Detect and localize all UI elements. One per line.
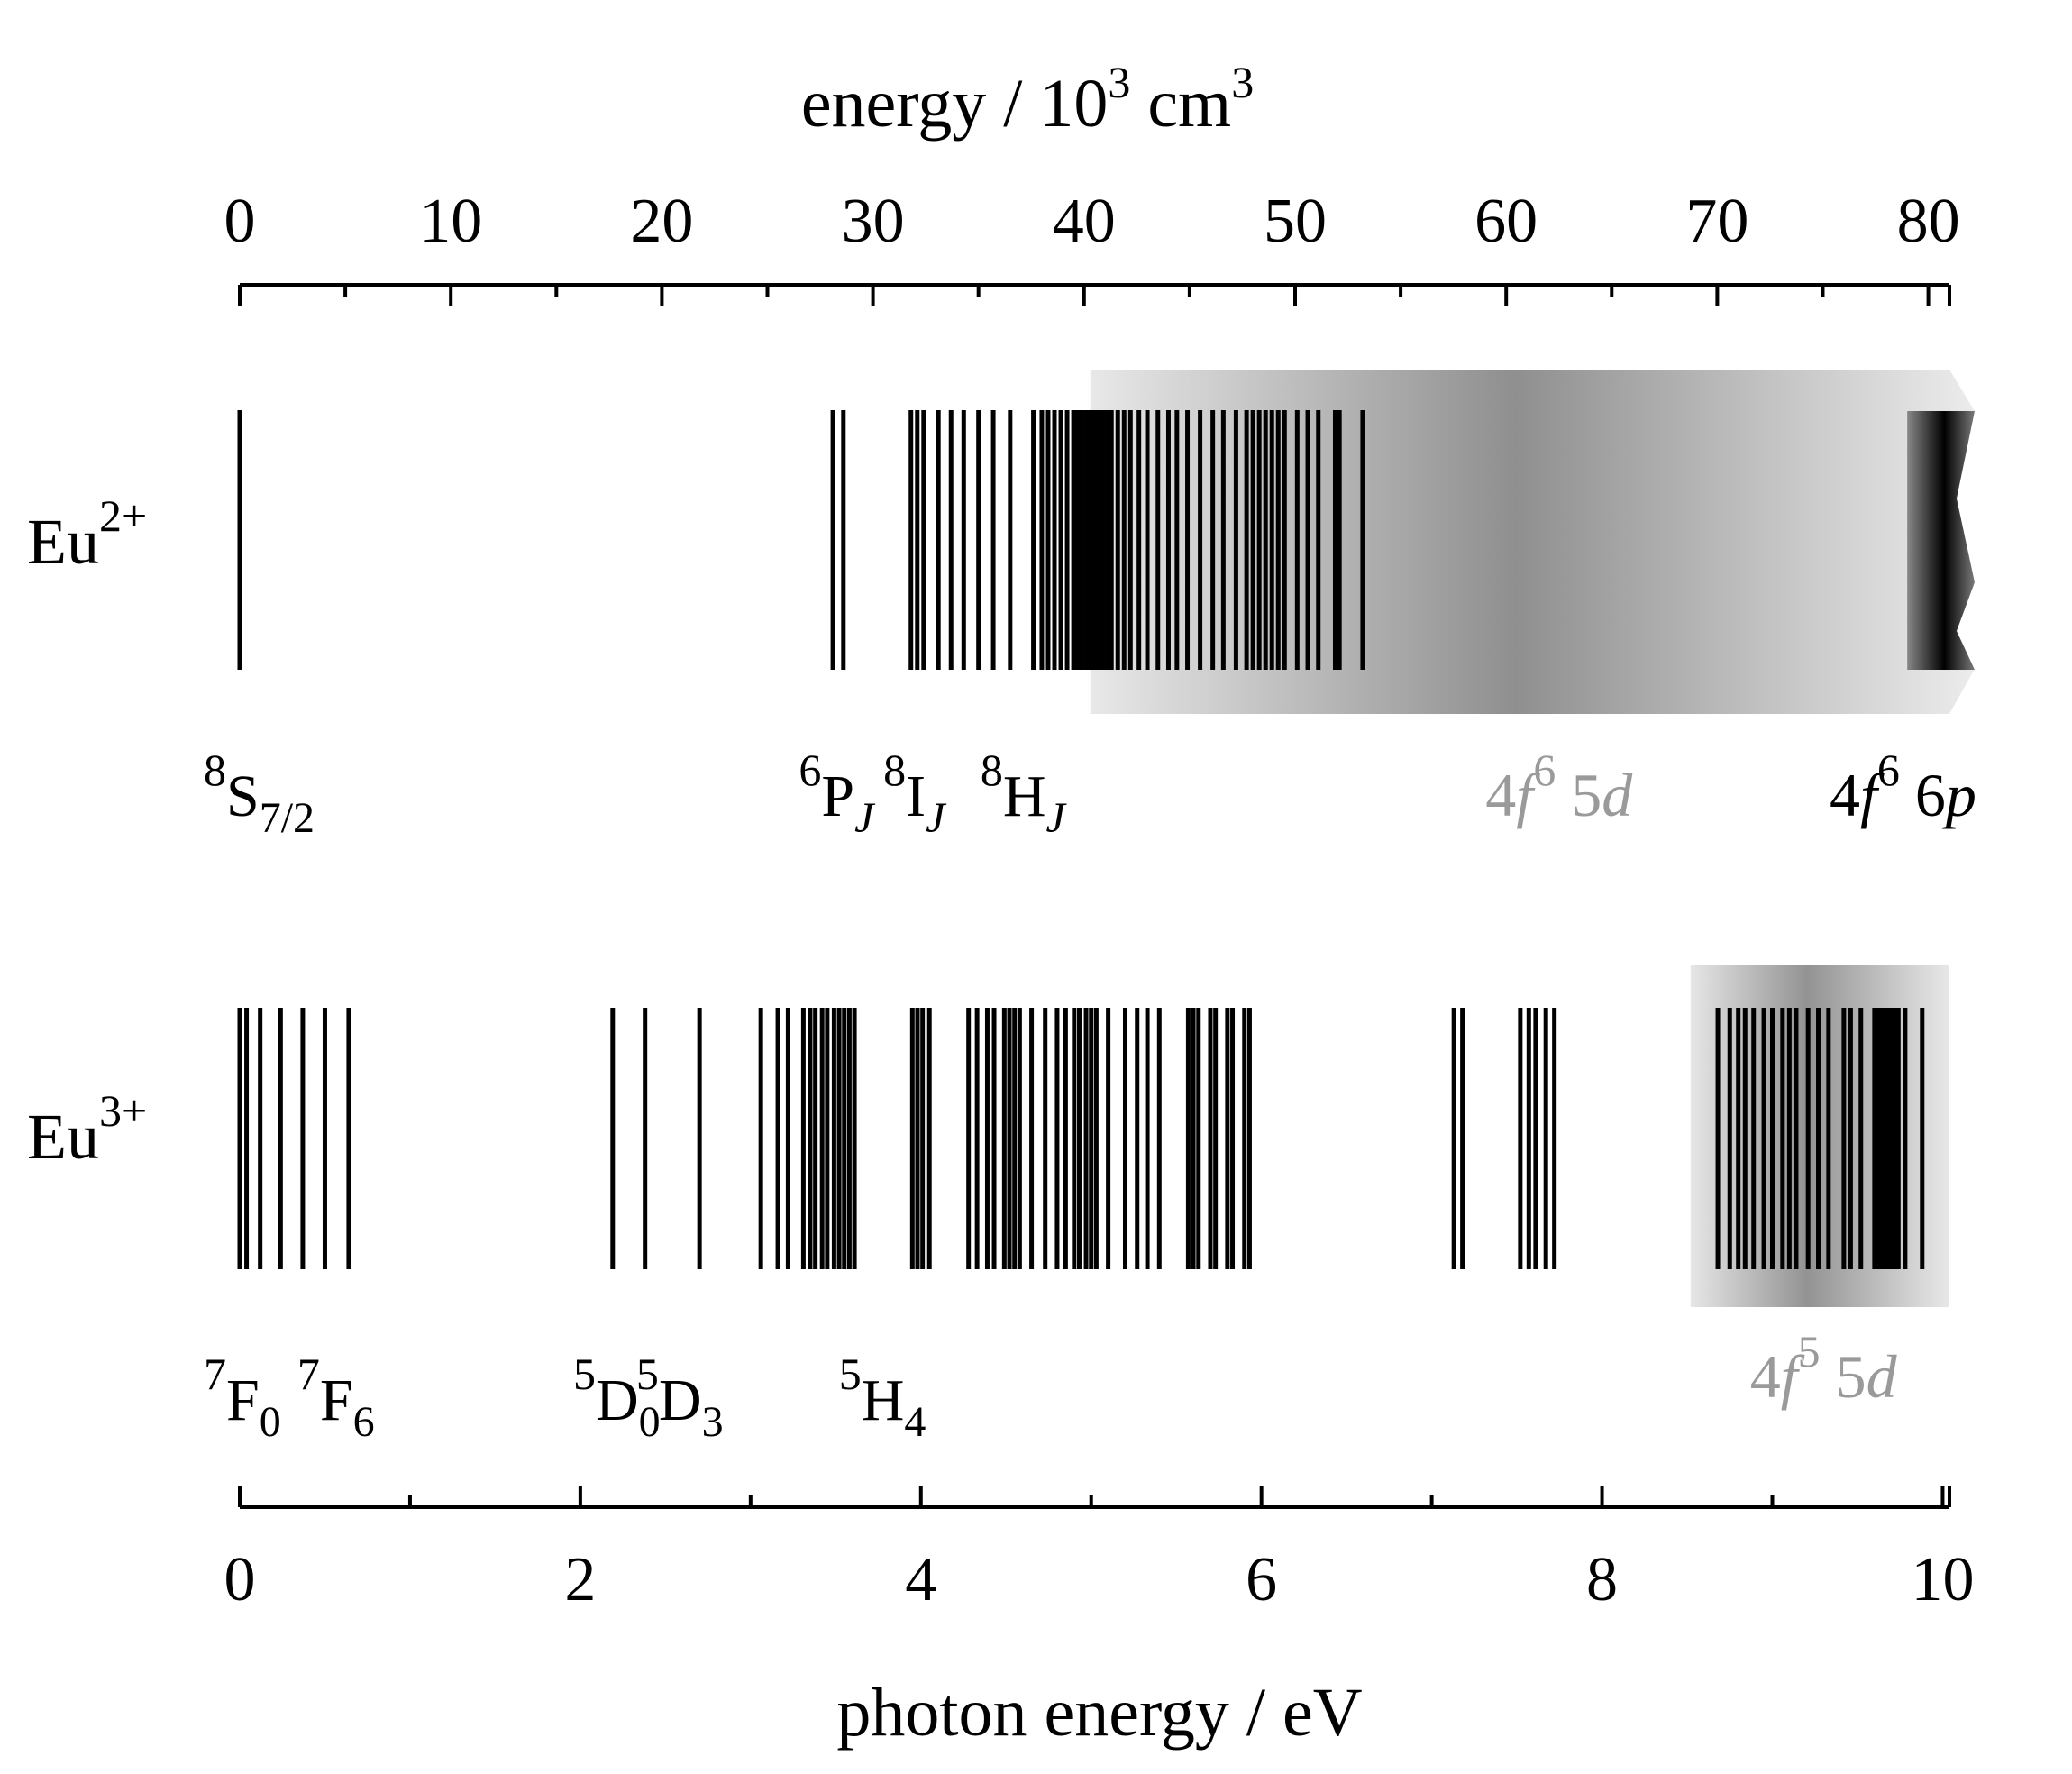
- term-multiplicity: 6: [799, 745, 821, 795]
- top-axis-tick-label: 80: [1897, 187, 1960, 256]
- term-subscript: 0: [639, 1398, 661, 1446]
- term-symbol: I: [906, 764, 926, 829]
- top-axis-tick-label: 0: [224, 187, 256, 256]
- bottom-axis-tick-label: 6: [1246, 1545, 1277, 1614]
- config-part: 5: [1821, 1342, 1867, 1411]
- bottom-ev-axis: 0 2 4 6 8 10 photon energy / eV: [224, 1486, 1974, 1751]
- top-axis-tick-label: 10: [419, 187, 482, 256]
- term-subscript: 6: [353, 1398, 375, 1446]
- term-subscript: 4: [904, 1398, 926, 1446]
- config-part: 4: [1830, 761, 1860, 829]
- eu3-term-label: 5D3: [636, 1349, 724, 1446]
- bottom-axis-tick-label: 2: [564, 1545, 596, 1614]
- eu2-4f6-5d-band: [1090, 370, 1975, 714]
- top-axis-tick-label: 30: [842, 187, 905, 256]
- eu2-ion-label: Eu2+: [27, 490, 147, 578]
- eu2-term-label: 6PJ: [799, 745, 876, 842]
- config-part: 6: [1533, 745, 1556, 795]
- config-part: 4: [1485, 761, 1516, 829]
- term-subscript: J: [926, 794, 947, 842]
- term-multiplicity: 5: [636, 1349, 659, 1399]
- config-part: 5: [1556, 761, 1602, 829]
- term-symbol: F: [320, 1367, 353, 1433]
- config-part: 6: [1877, 745, 1900, 795]
- term-symbol: H: [1003, 764, 1046, 829]
- top-axis-tick-label: 20: [630, 187, 693, 256]
- bottom-axis-tick-label: 0: [224, 1545, 256, 1614]
- term-symbol: H: [862, 1367, 905, 1433]
- term-symbol: D: [659, 1367, 702, 1433]
- config-part: 6: [1900, 761, 1946, 829]
- bottom-axis-tick-label: 8: [1586, 1545, 1618, 1614]
- config-part: d: [1867, 1342, 1898, 1411]
- config-part: d: [1602, 761, 1633, 829]
- term-multiplicity: 8: [883, 745, 906, 795]
- top-axis-tick-label: 60: [1474, 187, 1538, 256]
- top-axis-title: energy / 103 cm3: [801, 57, 1254, 142]
- bottom-axis-tick-label: 10: [1911, 1545, 1974, 1614]
- term-multiplicity: 7: [204, 1349, 226, 1399]
- eu3-term-label: 5H4: [839, 1349, 926, 1446]
- eu2-term-label: 8HJ: [981, 745, 1068, 842]
- eu3-term-label: 5D0: [573, 1349, 661, 1446]
- eu3-term-label: 7F0: [204, 1349, 281, 1446]
- eu3-term-label: 7F6: [297, 1349, 375, 1446]
- eu2-4f6-6p-band: [1907, 411, 1975, 670]
- top-axis-tick-label: 40: [1053, 187, 1116, 256]
- term-subscript: J: [1046, 794, 1068, 842]
- term-multiplicity: 8: [981, 745, 1003, 795]
- config-part: 4: [1750, 1342, 1781, 1411]
- eu3-ion-label: Eu3+: [27, 1085, 147, 1173]
- eu2-term-label: 8IJ: [883, 745, 947, 842]
- config-part: p: [1942, 761, 1976, 829]
- term-subscript: J: [854, 794, 876, 842]
- term-subscript: 3: [702, 1398, 724, 1446]
- term-symbol: D: [596, 1367, 639, 1433]
- bottom-axis-tick-label: 4: [905, 1545, 936, 1614]
- term-symbol: S: [226, 764, 260, 829]
- top-axis-tick-label: 50: [1264, 187, 1327, 256]
- term-multiplicity: 5: [839, 1349, 862, 1399]
- config-part: 5: [1798, 1326, 1821, 1376]
- term-subscript: 0: [260, 1398, 281, 1446]
- term-symbol: F: [226, 1367, 260, 1433]
- term-subscript: 7/2: [260, 794, 315, 842]
- eu2-configuration-label: 4f6 5d: [1485, 745, 1633, 829]
- term-multiplicity: 5: [573, 1349, 596, 1399]
- eu2-configuration-label: 4f6 6p: [1830, 745, 1976, 829]
- term-multiplicity: 7: [297, 1349, 320, 1399]
- eu2-term-label: 8S7/2: [204, 745, 315, 842]
- bottom-axis-title: photon energy / eV: [836, 1675, 1362, 1751]
- term-multiplicity: 8: [204, 745, 226, 795]
- top-axis-tick-label: 70: [1685, 187, 1748, 256]
- eu3-configuration-label: 4f5 5d: [1750, 1326, 1898, 1411]
- term-symbol: P: [821, 764, 854, 829]
- top-energy-axis: energy / 103 cm3 0 10 20 30 40 50 60 70 80: [224, 57, 1960, 306]
